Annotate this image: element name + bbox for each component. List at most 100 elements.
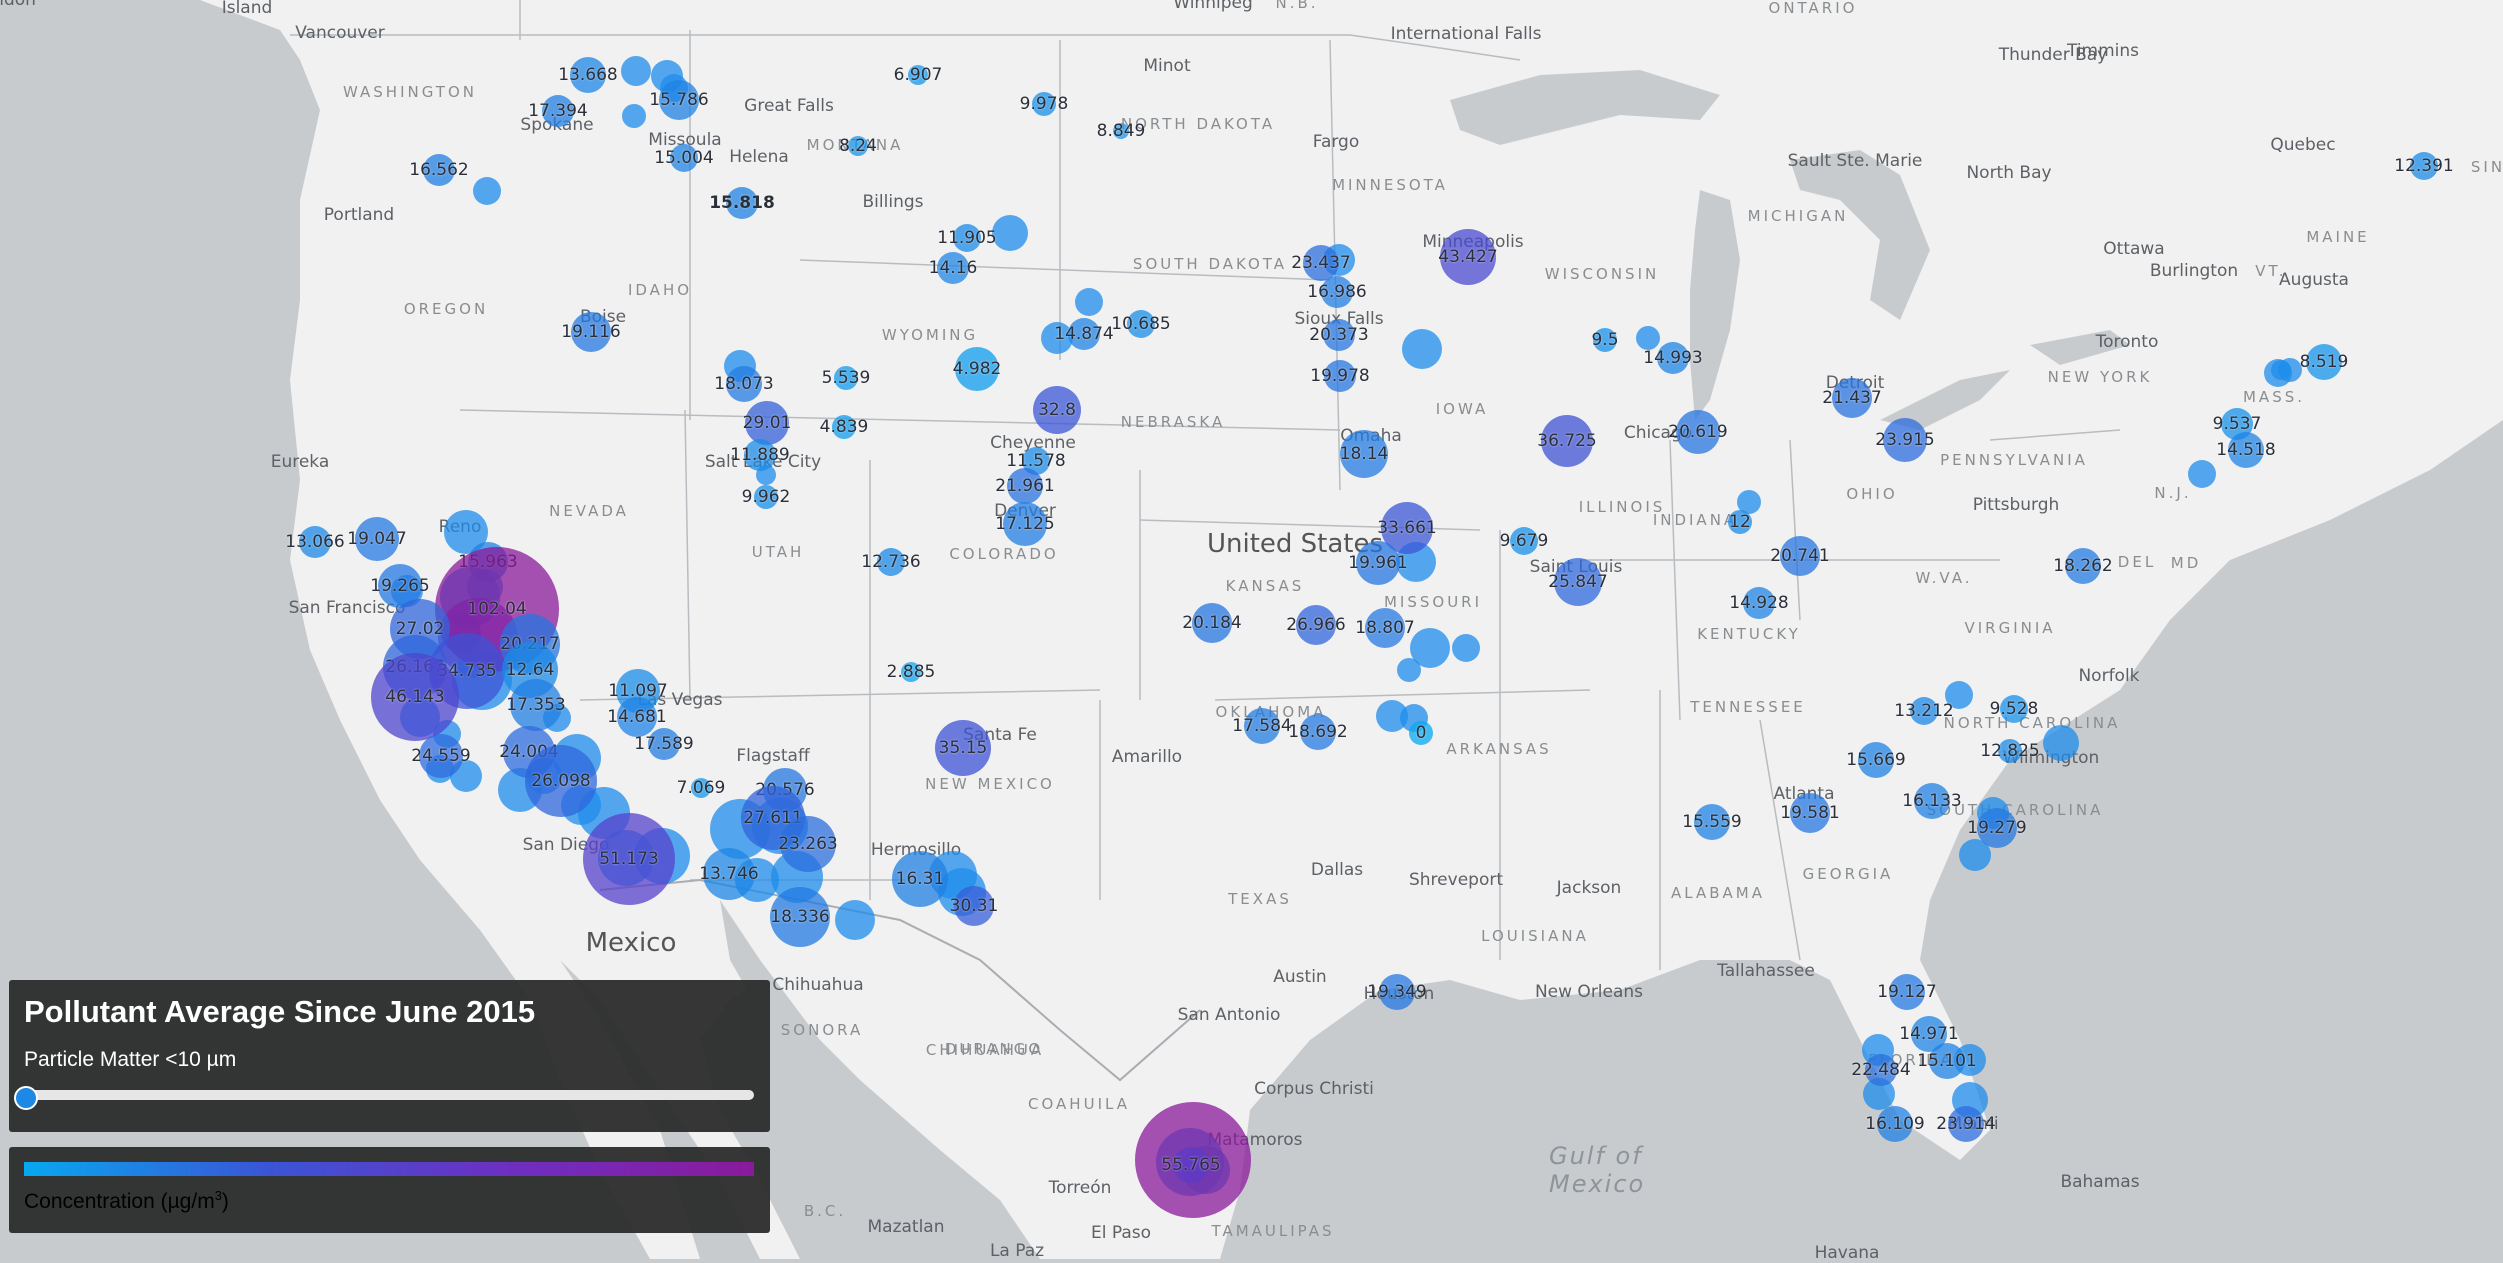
station-bubble[interactable] xyxy=(670,144,698,172)
station-bubble[interactable] xyxy=(1780,536,1820,576)
station-bubble[interactable] xyxy=(2306,344,2342,380)
station-bubble[interactable] xyxy=(622,104,646,128)
station-bubble[interactable] xyxy=(1858,742,1894,778)
station-bubble[interactable] xyxy=(1977,808,2017,848)
station-bubble[interactable] xyxy=(1914,783,1950,819)
station-bubble[interactable] xyxy=(892,851,948,907)
station-bubble[interactable] xyxy=(1003,502,1047,546)
station-bubble[interactable] xyxy=(1075,288,1103,316)
station-bubble[interactable] xyxy=(1694,804,1730,840)
station-bubble[interactable] xyxy=(355,517,399,561)
station-bubble[interactable] xyxy=(832,415,856,439)
station-bubble[interactable] xyxy=(1007,468,1043,504)
station-bubble[interactable] xyxy=(473,177,501,205)
station-bubble[interactable] xyxy=(1657,342,1689,374)
station-bubble[interactable] xyxy=(1321,276,1353,308)
station-bubble[interactable] xyxy=(1244,708,1280,744)
station-bubble[interactable] xyxy=(835,900,875,940)
station-bubble[interactable] xyxy=(1032,92,1056,116)
station-bubble[interactable] xyxy=(1948,1106,1984,1142)
station-bubble[interactable] xyxy=(703,848,755,900)
station-bubble[interactable] xyxy=(423,154,455,186)
station-bubble[interactable] xyxy=(570,57,606,93)
station-bubble[interactable] xyxy=(2410,152,2438,180)
station-bubble[interactable] xyxy=(1929,1043,1965,1079)
station-bubble[interactable] xyxy=(583,813,675,905)
station-bubble[interactable] xyxy=(901,662,921,682)
station-bubble[interactable] xyxy=(1397,658,1421,682)
station-bubble[interactable] xyxy=(659,80,699,120)
time-slider[interactable] xyxy=(26,1090,754,1100)
station-bubble[interactable] xyxy=(1593,328,1617,352)
station-bubble[interactable] xyxy=(1790,793,1830,833)
station-bubble[interactable] xyxy=(1998,739,2022,763)
station-bubble[interactable] xyxy=(1452,634,1480,662)
station-bubble[interactable] xyxy=(1636,326,1660,350)
station-bubble[interactable] xyxy=(955,347,999,391)
station-bubble[interactable] xyxy=(848,136,868,156)
station-bubble[interactable] xyxy=(1832,378,1872,418)
station-bubble[interactable] xyxy=(744,439,776,471)
station-bubble[interactable] xyxy=(992,215,1028,251)
station-bubble[interactable] xyxy=(1440,229,1496,285)
station-bubble[interactable] xyxy=(726,366,762,402)
station-bubble[interactable] xyxy=(2065,548,2101,584)
station-bubble[interactable] xyxy=(954,886,994,926)
station-bubble[interactable] xyxy=(745,401,789,445)
station-bubble[interactable] xyxy=(542,95,574,127)
station-bubble[interactable] xyxy=(1379,974,1415,1010)
station-bubble[interactable] xyxy=(617,697,657,737)
station-bubble[interactable] xyxy=(1910,697,1938,725)
station-bubble[interactable] xyxy=(908,65,928,85)
station-bubble[interactable] xyxy=(2043,725,2079,761)
station-bubble[interactable] xyxy=(1340,430,1388,478)
station-bubble[interactable] xyxy=(726,187,758,219)
station-bubble[interactable] xyxy=(1541,415,1593,467)
station-bubble[interactable] xyxy=(1728,510,1752,534)
station-bubble[interactable] xyxy=(1323,319,1355,351)
station-bubble[interactable] xyxy=(1356,541,1400,585)
station-bubble[interactable] xyxy=(571,312,611,352)
station-bubble[interactable] xyxy=(510,679,562,731)
station-bubble[interactable] xyxy=(1676,410,1720,454)
station-bubble[interactable] xyxy=(621,56,651,86)
station-bubble[interactable] xyxy=(754,485,778,509)
station-bubble[interactable] xyxy=(1877,1106,1913,1142)
station-bubble[interactable] xyxy=(1883,418,1927,462)
station-bubble[interactable] xyxy=(1945,681,1973,709)
station-bubble[interactable] xyxy=(770,887,830,947)
station-bubble[interactable] xyxy=(1409,721,1433,745)
station-bubble[interactable] xyxy=(648,728,680,760)
station-bubble[interactable] xyxy=(1865,1054,1897,1086)
station-bubble[interactable] xyxy=(1192,603,1232,643)
station-bubble[interactable] xyxy=(937,252,969,284)
station-bubble[interactable] xyxy=(877,548,905,576)
station-bubble[interactable] xyxy=(1127,310,1155,338)
station-bubble[interactable] xyxy=(691,778,711,798)
station-bubble[interactable] xyxy=(2188,460,2216,488)
station-bubble[interactable] xyxy=(953,224,981,252)
station-bubble[interactable] xyxy=(1510,527,1538,555)
time-slider-thumb[interactable] xyxy=(14,1086,38,1110)
station-bubble[interactable] xyxy=(1296,605,1336,645)
station-bubble[interactable] xyxy=(1300,714,1336,750)
station-bubble[interactable] xyxy=(525,745,597,817)
station-bubble[interactable] xyxy=(1113,123,1129,139)
station-bubble[interactable] xyxy=(2000,695,2028,723)
station-bubble[interactable] xyxy=(1303,245,1339,281)
station-bubble[interactable] xyxy=(1365,608,1405,648)
station-bubble[interactable] xyxy=(1324,360,1356,392)
station-bubble[interactable] xyxy=(299,526,331,558)
station-bubble[interactable] xyxy=(834,366,858,390)
station-bubble[interactable] xyxy=(1173,1147,1209,1183)
station-bubble[interactable] xyxy=(1402,329,1442,369)
station-bubble[interactable] xyxy=(371,653,459,741)
station-bubble[interactable] xyxy=(1068,318,1100,350)
station-bubble[interactable] xyxy=(1743,587,1775,619)
station-bubble[interactable] xyxy=(1041,322,1073,354)
station-bubble[interactable] xyxy=(1554,558,1602,606)
station-bubble[interactable] xyxy=(1889,974,1925,1010)
station-bubble[interactable] xyxy=(780,816,836,872)
station-bubble[interactable] xyxy=(935,720,991,776)
station-bubble[interactable] xyxy=(2278,358,2302,382)
